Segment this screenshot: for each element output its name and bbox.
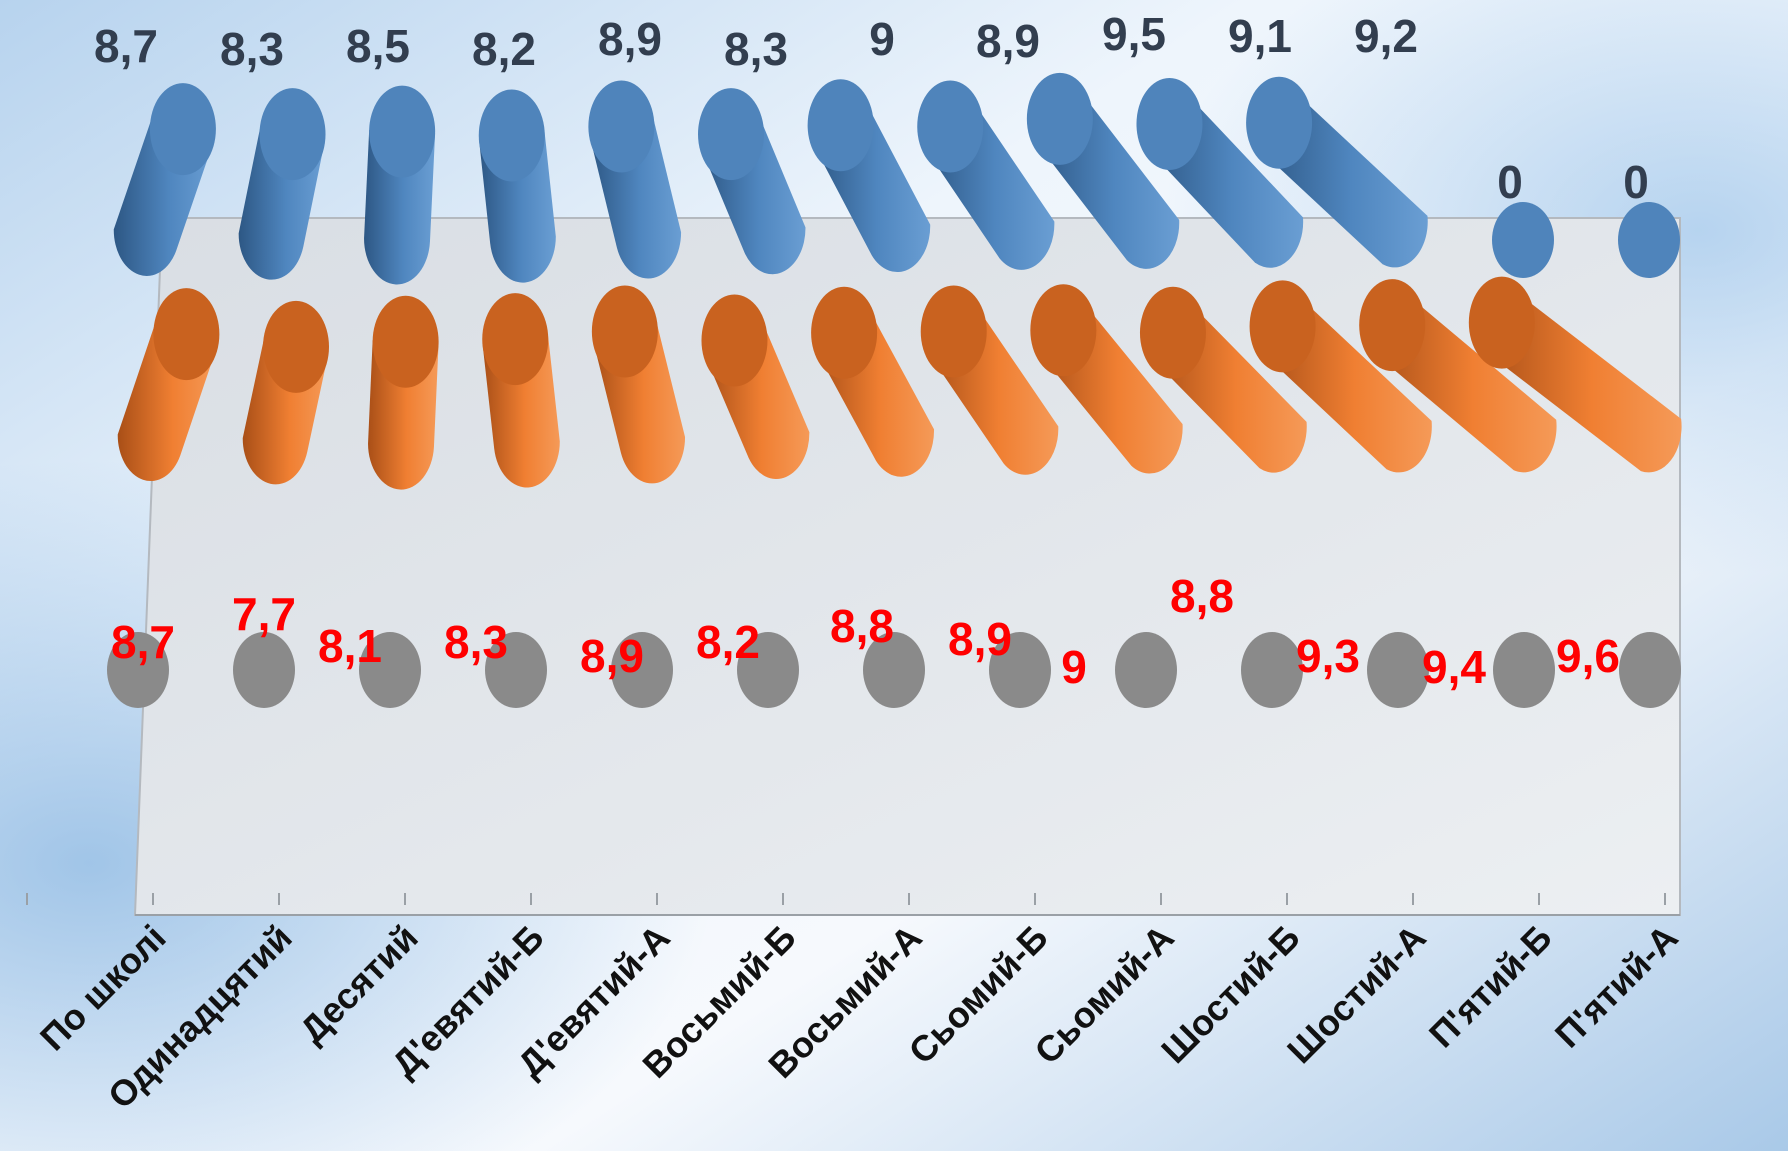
data-label-orange: 8,9 — [580, 630, 644, 682]
bar-orange-cap — [920, 285, 987, 378]
bar-orange-cap — [1139, 286, 1206, 379]
bar-blue-cap — [588, 80, 655, 173]
series-blue-data-labels: 8,7 8,3 8,5 8,2 8,9 8,3 9 8,9 9,5 9,1 9,2 0 0 — [94, 8, 1649, 208]
data-label-blue: 0 — [1623, 156, 1649, 208]
bar-orange-cap — [811, 286, 878, 379]
bar-gray — [233, 632, 295, 708]
data-label-orange: 7,7 — [232, 588, 296, 640]
chart-back-wall — [133, 217, 1681, 916]
series-orange-data-labels: 8,7 7,7 8,1 8,3 8,9 8,2 8,8 8,9 9 8,8 9,3 9,4 9,6 — [111, 570, 1620, 693]
bar-orange-cap — [1030, 284, 1097, 377]
bar-blue — [1492, 202, 1554, 278]
bar-blue-cap — [478, 89, 545, 182]
data-label-blue: 8,3 — [220, 23, 284, 75]
data-label-orange: 9 — [1061, 641, 1087, 693]
data-label-blue: 9 — [869, 13, 895, 65]
data-label-orange: 8,1 — [318, 620, 382, 672]
data-label-orange: 8,2 — [696, 616, 760, 668]
data-label-blue: 0 — [1497, 156, 1523, 208]
series-gray-cylinders — [107, 632, 1681, 708]
data-label-blue: 8,3 — [724, 23, 788, 75]
bar-orange-cap — [1249, 280, 1316, 373]
bar-orange-cap — [701, 294, 768, 387]
bar-gray — [611, 632, 673, 708]
bar-gray — [1619, 632, 1681, 708]
bar-orange-cap — [482, 293, 549, 386]
bar-gray — [485, 632, 547, 708]
bar-blue — [1618, 202, 1680, 278]
bar-orange-cap — [263, 300, 329, 393]
bar-gray — [1493, 632, 1555, 708]
data-label-orange: 8,9 — [948, 613, 1012, 665]
series-orange-cylinders — [117, 276, 1682, 490]
bar-blue-cap — [807, 79, 874, 172]
data-label-orange: 8,8 — [1170, 570, 1234, 622]
bar-blue-cap — [149, 83, 216, 176]
bar-orange-cap — [1468, 276, 1535, 369]
bar-orange-cap — [591, 285, 658, 378]
bar-gray — [1115, 632, 1177, 708]
data-label-blue: 8,5 — [346, 20, 410, 72]
bar-gray — [107, 632, 169, 708]
data-label-blue: 8,9 — [598, 13, 662, 65]
data-label-blue: 8,9 — [976, 15, 1040, 67]
bar-blue-cap — [698, 88, 764, 181]
bar-blue-cap — [917, 80, 984, 173]
series-blue-cylinders — [113, 72, 1680, 285]
bar-gray — [1241, 632, 1303, 708]
data-label-blue: 8,7 — [94, 20, 158, 72]
bar-gray — [1367, 632, 1429, 708]
data-label-orange: 8,7 — [111, 616, 175, 668]
data-label-blue: 9,5 — [1102, 8, 1166, 60]
bar-blue-cap — [1026, 72, 1093, 165]
data-label-orange: 9,3 — [1296, 630, 1360, 682]
data-label-blue: 9,2 — [1354, 10, 1418, 62]
bar-gray — [737, 632, 799, 708]
data-label-orange: 9,6 — [1556, 630, 1620, 682]
bar-blue-cap — [369, 85, 436, 178]
bar-orange-cap — [153, 288, 220, 381]
data-label-blue: 9,1 — [1228, 10, 1292, 62]
x-axis-ticks — [26, 893, 1666, 905]
data-label-orange: 8,3 — [444, 616, 508, 668]
bar-blue-cap — [1136, 77, 1203, 170]
bar-gray — [359, 632, 421, 708]
data-label-blue: 8,2 — [472, 23, 536, 75]
bar-gray — [863, 632, 925, 708]
bar-gray — [989, 632, 1051, 708]
data-label-orange: 8,8 — [830, 600, 894, 652]
bar-orange-cap — [1359, 279, 1426, 372]
bar-blue-cap — [1246, 76, 1313, 169]
bar-blue-cap — [259, 88, 326, 181]
bar-orange-cap — [372, 295, 439, 388]
data-label-orange: 9,4 — [1422, 641, 1486, 693]
